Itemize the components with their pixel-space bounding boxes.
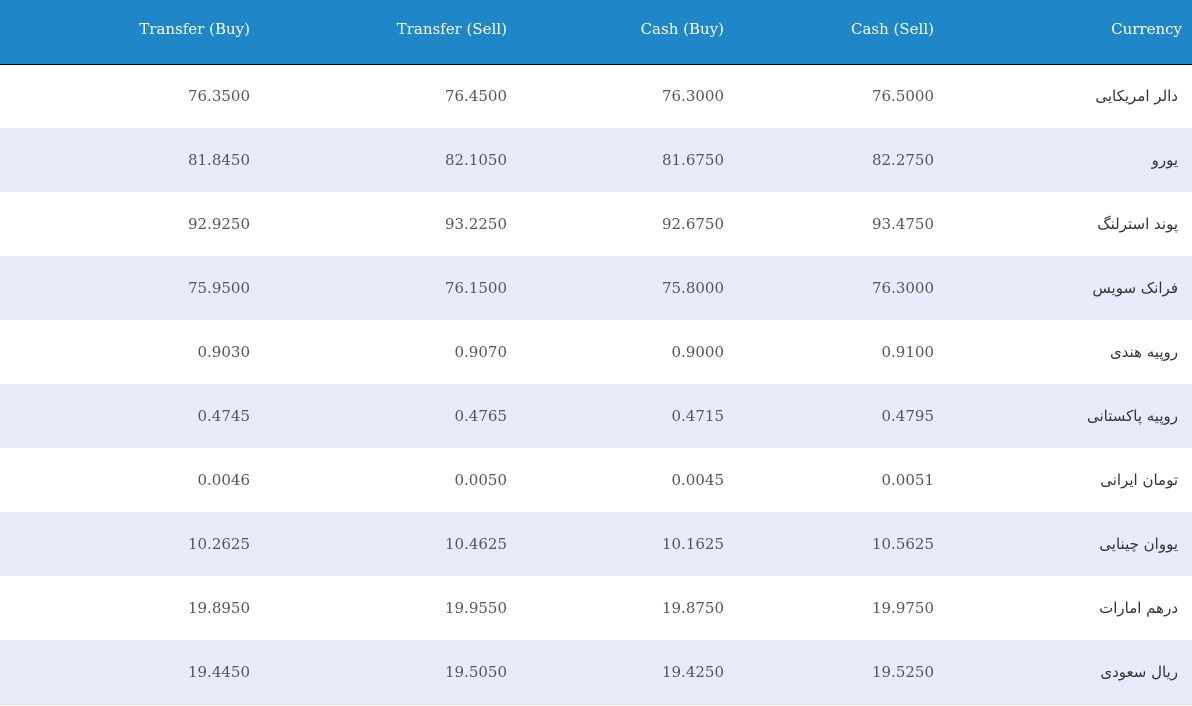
cell-transfer-sell: 93.2250 (444, 215, 507, 233)
cell-transfer-buy: 92.9250 (187, 215, 250, 233)
cell-cash-buy: 0.4715 (671, 407, 725, 425)
cell-cash-sell: 0.0051 (881, 471, 935, 489)
cell-cash-sell: 10.5625 (871, 535, 934, 553)
cell-transfer-buy: 75.9500 (187, 279, 250, 297)
cell-cash-sell: 0.9100 (881, 343, 935, 361)
table-row: 0.4745 0.4765 0.4715 0.4795 روپیه پاکستا… (0, 384, 1192, 448)
cell-cash-buy: 92.6750 (661, 215, 724, 233)
header-cash-sell[interactable]: Cash (Sell) (734, 0, 944, 65)
cell-transfer-buy: 0.4745 (197, 407, 251, 425)
table-row: 0.0046 0.0050 0.0045 0.0051 تومان ایرانی (0, 448, 1192, 512)
cell-cash-sell: 76.3000 (871, 279, 934, 297)
cell-currency: یووان چینایی (1099, 535, 1178, 553)
cell-cash-buy: 75.8000 (661, 279, 724, 297)
cell-cash-sell: 19.9750 (871, 599, 934, 617)
cell-transfer-sell: 19.5050 (444, 663, 507, 681)
cell-cash-buy: 81.6750 (661, 151, 724, 169)
cell-cash-sell: 93.4750 (871, 215, 934, 233)
cell-currency: یورو (1151, 151, 1178, 169)
header-cash-buy[interactable]: Cash (Buy) (517, 0, 734, 65)
cell-transfer-buy: 0.9030 (197, 343, 251, 361)
cell-cash-sell: 82.2750 (871, 151, 934, 169)
cell-currency: فرانک سویس (1092, 279, 1178, 297)
cell-transfer-buy: 0.0046 (197, 471, 251, 489)
cell-currency: روپیه هندی (1109, 343, 1178, 361)
cell-transfer-buy: 19.4450 (187, 663, 250, 681)
table-row: 19.8950 19.9550 19.8750 19.9750 درهم اما… (0, 576, 1192, 640)
cell-transfer-buy: 76.3500 (187, 87, 250, 106)
cell-transfer-buy: 81.8450 (187, 151, 250, 169)
header-transfer-buy[interactable]: Transfer (Buy) (0, 0, 260, 65)
cell-transfer-buy: 10.2625 (187, 535, 250, 553)
cell-cash-buy: 10.1625 (661, 535, 724, 553)
cell-cash-buy: 0.9000 (671, 343, 725, 361)
cell-currency: روپیه پاکستانی (1086, 407, 1178, 425)
table-row: 76.3500 76.4500 76.3000 76.5000 دالر امر… (0, 64, 1192, 128)
header-row: Transfer (Buy) Transfer (Sell) Cash (Buy… (0, 0, 1192, 65)
table-header: Transfer (Buy) Transfer (Sell) Cash (Buy… (0, 0, 1192, 65)
table-row: 0.9030 0.9070 0.9000 0.9100 روپیه هندی (0, 320, 1192, 384)
cell-currency: پوند استرلنگ (1097, 215, 1178, 233)
cell-cash-buy: 19.8750 (661, 599, 724, 617)
table-body: 76.3500 76.4500 76.3000 76.5000 دالر امر… (0, 64, 1192, 704)
cell-currency: دالر امریکایی (1095, 87, 1178, 106)
cell-currency: ریال سعودی (1100, 663, 1178, 681)
cell-cash-sell: 76.5000 (871, 87, 934, 106)
cell-transfer-sell: 76.1500 (444, 279, 507, 297)
cell-transfer-sell: 0.0050 (454, 471, 508, 489)
cell-currency: تومان ایرانی (1100, 471, 1178, 489)
table-row: 19.4450 19.5050 19.4250 19.5250 ریال سعو… (0, 640, 1192, 704)
cell-transfer-sell: 0.9070 (454, 343, 508, 361)
table-bottom-border (0, 704, 1192, 705)
cell-currency: درهم امارات (1099, 599, 1178, 617)
table-row: 10.2625 10.4625 10.1625 10.5625 یووان چی… (0, 512, 1192, 576)
cell-transfer-sell: 82.1050 (444, 151, 507, 169)
table-row: 92.9250 93.2250 92.6750 93.4750 پوند است… (0, 192, 1192, 256)
cell-transfer-buy: 19.8950 (187, 599, 250, 617)
cell-transfer-sell: 10.4625 (444, 535, 507, 553)
table-row: 75.9500 76.1500 75.8000 76.3000 فرانک سو… (0, 256, 1192, 320)
cell-transfer-sell: 19.9550 (444, 599, 507, 617)
cell-transfer-sell: 0.4765 (454, 407, 508, 425)
cell-cash-sell: 0.4795 (881, 407, 935, 425)
header-currency[interactable]: Currency (944, 0, 1192, 65)
table-row: 81.8450 82.1050 81.6750 82.2750 یورو (0, 128, 1192, 192)
cell-cash-buy: 76.3000 (661, 87, 724, 106)
cell-cash-sell: 19.5250 (871, 663, 934, 681)
cell-cash-buy: 19.4250 (661, 663, 724, 681)
cell-cash-buy: 0.0045 (671, 471, 725, 489)
cell-transfer-sell: 76.4500 (444, 87, 507, 106)
header-transfer-sell[interactable]: Transfer (Sell) (260, 0, 517, 65)
